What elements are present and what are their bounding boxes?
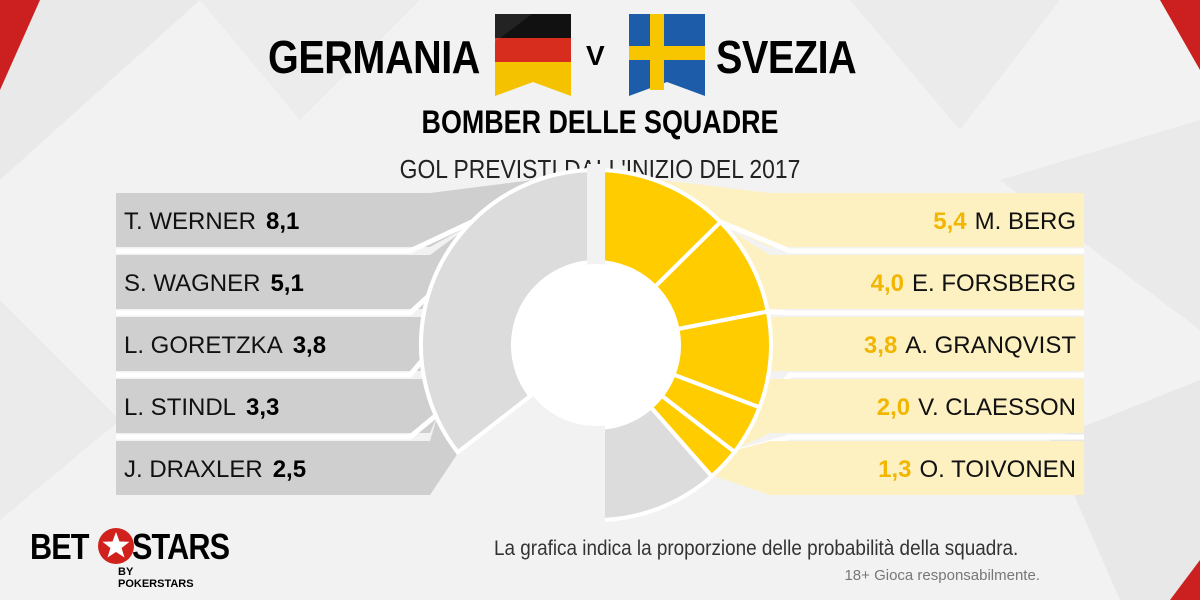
star-badge-icon (98, 528, 134, 564)
player-value: 3,8 (864, 332, 897, 359)
player-name: E. FORSBERG (912, 270, 1076, 297)
player-name: J. DRAXLER (124, 456, 263, 483)
label-band (116, 297, 430, 371)
label-band (719, 223, 1084, 312)
logo-stars-text: STARS (132, 526, 230, 567)
label-band (710, 441, 1084, 495)
player-name: A. GRANQVIST (905, 332, 1076, 359)
team-left-title: GERMANIA (268, 31, 480, 83)
corner-accent-top-right (1160, 0, 1200, 70)
versus-label: V (586, 40, 605, 71)
player-name: O. TOIVONEN (920, 456, 1076, 483)
player-name: S. WAGNER (124, 270, 260, 297)
row-divider (767, 308, 1084, 316)
label-band (596, 172, 1084, 247)
logo-subtitle: BY POKERSTARS (118, 566, 194, 590)
row-divider (116, 294, 430, 316)
row-divider (116, 413, 438, 440)
corner-accent-top-left (0, 0, 40, 90)
label-band (757, 311, 1084, 407)
player-name: M. BERG (975, 208, 1076, 235)
player-value: 8,1 (266, 208, 299, 235)
player-name: T. WERNER (124, 208, 256, 235)
logo-bet-text: BET (30, 526, 90, 567)
player-value: 5,4 (933, 208, 967, 235)
germany-flag-icon (495, 14, 571, 96)
label-band (116, 414, 460, 495)
row-divider (116, 219, 473, 254)
label-band (116, 223, 473, 309)
label-band (732, 379, 1084, 451)
player-value: 3,3 (246, 394, 279, 421)
disclaimer: 18+ Gioca responsabilmente. (844, 567, 1040, 584)
subtitle: BOMBER DELLE SQUADRE (421, 104, 779, 140)
label-band (116, 360, 438, 433)
row-divider (719, 219, 1084, 254)
player-name: L. GORETZKA (124, 332, 283, 359)
player-value: 2,0 (877, 394, 910, 421)
row-divider (116, 359, 424, 378)
label-band (116, 172, 596, 247)
donut-hole (515, 264, 677, 426)
player-name: L. STINDL (124, 394, 236, 421)
corner-accent-bottom-right (1170, 560, 1200, 600)
sweden-flag-icon (629, 14, 705, 96)
player-value: 2,5 (273, 456, 306, 483)
player-value: 1,3 (878, 456, 911, 483)
player-name: V. CLAESSON (918, 394, 1076, 421)
player-value: 4,0 (871, 270, 904, 297)
player-value: 5,1 (270, 270, 303, 297)
player-value: 3,8 (293, 332, 326, 359)
footnote: La grafica indica la proporzione delle p… (494, 537, 1019, 560)
team-right-title: SVEZIA (716, 31, 857, 83)
